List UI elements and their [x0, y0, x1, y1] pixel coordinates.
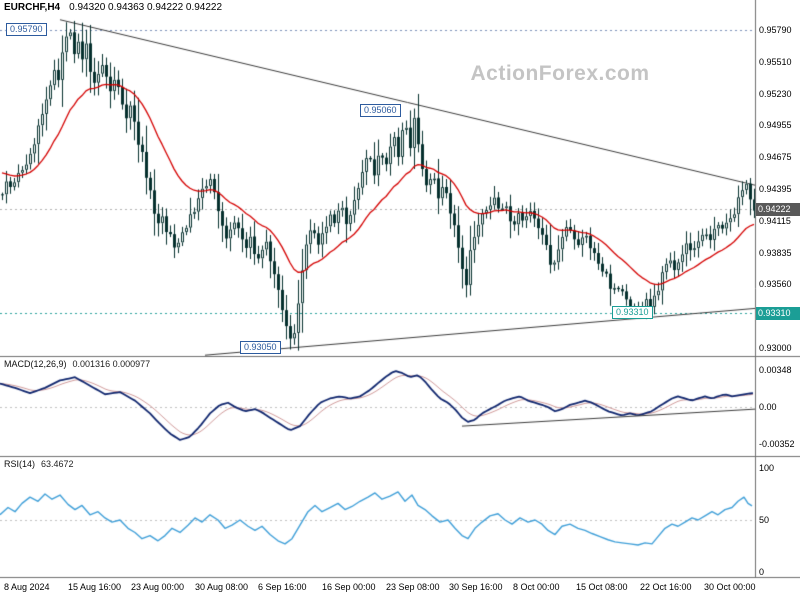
current-price-tag: 0.94222 — [756, 203, 800, 216]
macd-indicator-label: MACD(12,26,9) 0.001316 0.000977 — [4, 359, 150, 369]
level-label-swing-low: 0.93050 — [240, 341, 281, 354]
time-axis-label: 15 Oct 08:00 — [576, 582, 628, 592]
macd-values: 0.001316 0.000977 — [72, 359, 151, 369]
price-axis-label: 0.94115 — [759, 216, 791, 226]
price-axis-label: 0.94675 — [759, 152, 792, 162]
actionforex-watermark: ActionForex.com — [470, 62, 650, 85]
time-axis-label: 16 Sep 00:00 — [322, 582, 376, 592]
rsi-axis-label: 0 — [759, 567, 765, 577]
price-axis-label: 0.94395 — [759, 184, 792, 194]
price-axis-label: 0.95790 — [759, 25, 792, 35]
time-axis-label: 8 Aug 2024 — [4, 582, 50, 592]
price-axis-label: 0.93560 — [759, 279, 792, 289]
rsi-axis-label: 100 — [759, 463, 775, 473]
price-axis-label: 0.93835 — [759, 248, 792, 258]
price-axis-label: 0.95510 — [759, 57, 792, 67]
macd-axis-label: 0.00 — [759, 402, 777, 412]
time-axis-label: 15 Aug 16:00 — [68, 582, 122, 592]
price-axis-label: 0.95230 — [759, 89, 792, 99]
level-label-support: 0.93310 — [612, 306, 653, 319]
level-label-high: 0.95790 — [6, 23, 47, 36]
rsi-value: 63.4672 — [41, 459, 74, 469]
macd-name: MACD(12,26,9) — [4, 359, 67, 369]
time-axis-label: 22 Oct 16:00 — [640, 582, 692, 592]
time-axis-label: 30 Aug 08:00 — [195, 582, 249, 592]
macd-axis-label: -0.00352 — [759, 439, 795, 449]
time-axis-label: 8 Oct 00:00 — [513, 582, 560, 592]
time-axis-label: 23 Sep 08:00 — [386, 582, 440, 592]
time-axis-label: 6 Sep 16:00 — [258, 582, 307, 592]
rsi-axis-label: 50 — [759, 515, 770, 525]
rsi-name: RSI(14) — [4, 459, 36, 469]
symbol-timeframe-label: EURCHF,H4 — [4, 2, 61, 13]
chart-header: EURCHF,H4 0.94320 0.94363 0.94222 0.94222 — [4, 2, 222, 13]
level-label-swing-high: 0.95060 — [360, 104, 401, 117]
time-axis-label: 30 Oct 00:00 — [704, 582, 756, 592]
price-axis-label: 0.93000 — [759, 343, 792, 353]
rsi-indicator-label: RSI(14) 63.4672 — [4, 459, 74, 469]
time-axis-label: 23 Aug 00:00 — [131, 582, 185, 592]
support-price-tag: 0.93310 — [756, 307, 800, 320]
ohlc-values: 0.94320 0.94363 0.94222 0.94222 — [69, 2, 223, 13]
price-axis-label: 0.94955 — [759, 120, 792, 130]
macd-axis-label: 0.00348 — [759, 365, 792, 375]
time-axis-label: 30 Sep 16:00 — [449, 582, 503, 592]
